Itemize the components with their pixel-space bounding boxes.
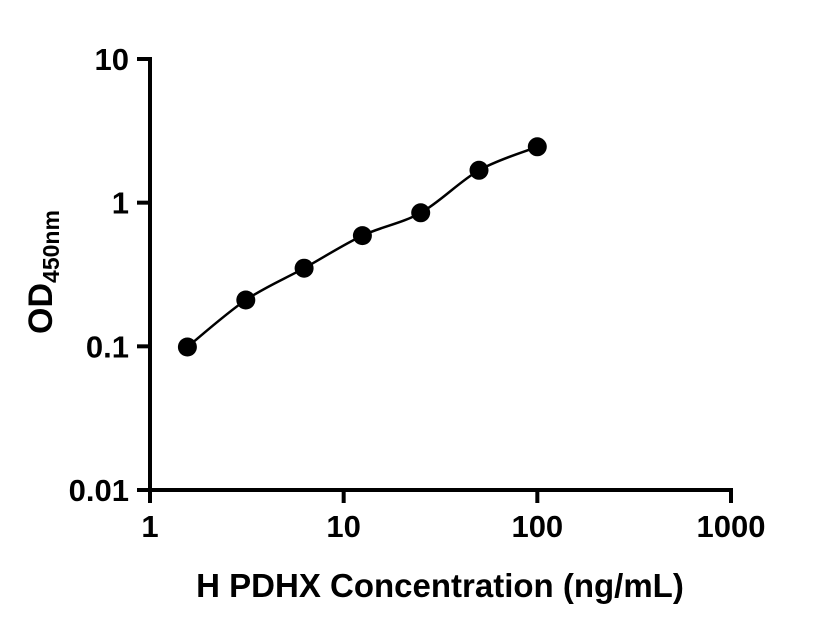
data-point xyxy=(352,226,372,246)
y-tick-label: 10 xyxy=(95,42,129,77)
data-point xyxy=(411,203,431,223)
y-axis-tick-labels: 10 1 0.1 0.01 xyxy=(69,42,129,508)
y-tick-label: 1 xyxy=(112,186,129,221)
y-tick-label: 0.01 xyxy=(69,473,129,508)
y-tick-label: 0.1 xyxy=(86,329,129,364)
y-axis-title: OD450nm xyxy=(22,210,64,334)
data-point xyxy=(236,290,256,310)
plot-area: 1 10 100 1000 10 1 0.1 0.01 H PDHX Concentrati… xyxy=(22,42,765,604)
x-tick-label: 100 xyxy=(511,509,563,544)
x-tick-label: 1 xyxy=(141,509,158,544)
data-point xyxy=(527,137,547,157)
x-tick-label: 1000 xyxy=(697,509,766,544)
x-axis-title: H PDHX Concentration (ng/mL) xyxy=(196,567,684,604)
x-tick-label: 10 xyxy=(326,509,360,544)
y-axis-ticks xyxy=(137,57,150,492)
data-point xyxy=(294,258,314,278)
data-point xyxy=(469,160,489,180)
x-axis-ticks xyxy=(148,490,733,503)
data-point xyxy=(177,337,197,357)
x-axis-tick-labels: 1 10 100 1000 xyxy=(141,509,765,544)
data-points xyxy=(177,137,547,357)
